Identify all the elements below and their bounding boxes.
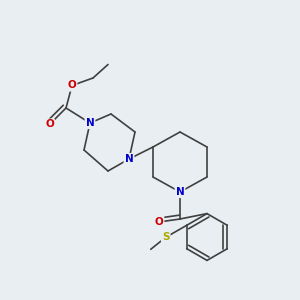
Text: N: N	[176, 187, 184, 197]
Text: S: S	[162, 232, 169, 242]
Text: O: O	[45, 119, 54, 130]
Text: O: O	[154, 217, 164, 227]
Text: N: N	[85, 118, 94, 128]
Text: O: O	[68, 80, 76, 91]
Text: N: N	[124, 154, 134, 164]
